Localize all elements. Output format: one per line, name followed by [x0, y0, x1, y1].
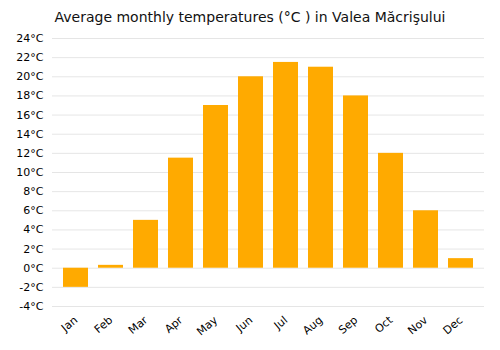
- svg-text:12°C: 12°C: [16, 147, 43, 160]
- svg-text:8°C: 8°C: [23, 185, 43, 198]
- svg-text:20°C: 20°C: [16, 70, 43, 83]
- svg-text:Mar: Mar: [126, 313, 151, 337]
- svg-text:Apr: Apr: [162, 313, 185, 335]
- svg-text:14°C: 14°C: [16, 128, 43, 141]
- svg-text:6°C: 6°C: [23, 204, 43, 217]
- svg-text:Jun: Jun: [233, 314, 255, 336]
- svg-text:Nov: Nov: [405, 313, 430, 337]
- svg-text:-2°C: -2°C: [19, 281, 43, 294]
- svg-text:Sep: Sep: [336, 314, 360, 337]
- svg-text:-4°C: -4°C: [19, 300, 43, 313]
- html-text:Average monthly temperatures (: Average monthly temperatures (°C ) in Va…: [54, 9, 446, 25]
- svg-text:Jan: Jan: [58, 314, 80, 336]
- svg-text:Aug: Aug: [300, 314, 325, 338]
- svg-text:24°C: 24°C: [16, 32, 43, 45]
- svg-text:May: May: [194, 313, 220, 338]
- svg-text:Feb: Feb: [92, 314, 115, 336]
- svg-text:16°C: 16°C: [16, 109, 43, 122]
- svg-text:10°C: 10°C: [16, 166, 43, 179]
- svg-text:Dec: Dec: [441, 314, 466, 338]
- svg-text:Oct: Oct: [372, 313, 395, 336]
- svg-text:2°C: 2°C: [23, 243, 43, 256]
- svg-text:0°C: 0°C: [23, 262, 43, 275]
- svg-text:Jul: Jul: [271, 314, 290, 333]
- svg-text:4°C: 4°C: [23, 223, 43, 236]
- svg-text:18°C: 18°C: [16, 89, 43, 102]
- svg-text:22°C: 22°C: [16, 51, 43, 64]
